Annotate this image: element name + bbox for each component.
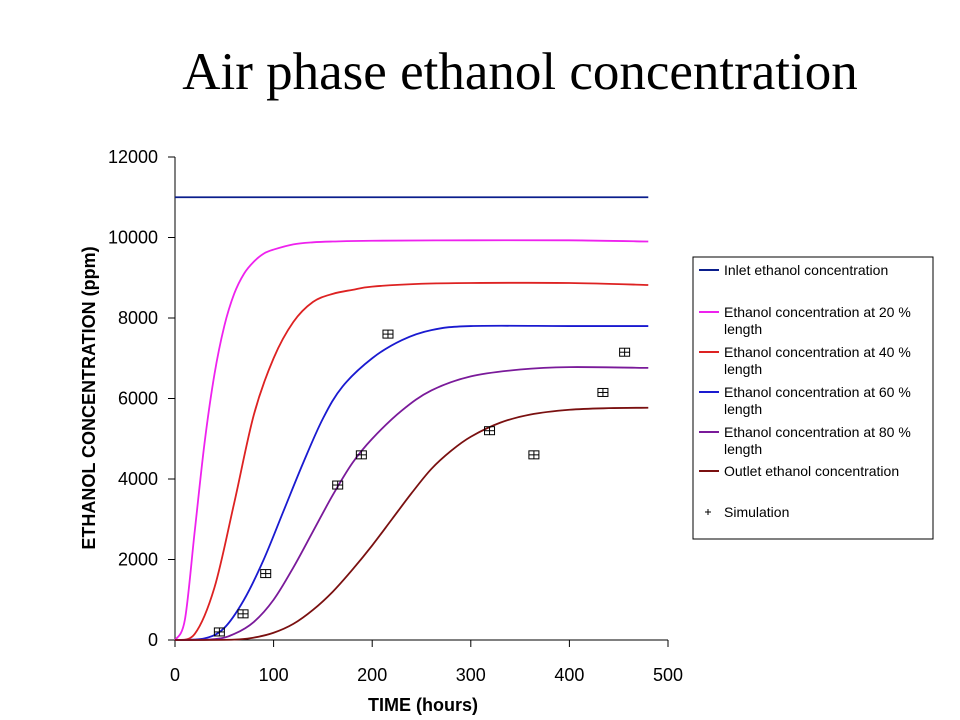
simulation-point	[484, 426, 496, 436]
y-tick-label: 10000	[108, 228, 158, 248]
x-tick-label: 100	[259, 665, 289, 685]
simulation-point	[528, 450, 540, 460]
series-line-3	[174, 324, 649, 641]
y-tick-label: 0	[148, 630, 158, 650]
simulation-point	[355, 450, 367, 460]
x-tick-label: 400	[554, 665, 584, 685]
legend-label: length	[724, 401, 762, 417]
y-tick-label: 12000	[108, 147, 158, 167]
x-tick-label: 300	[456, 665, 486, 685]
legend-label: Outlet ethanol concentration	[724, 463, 899, 479]
legend: Inlet ethanol concentration Ethanol conce…	[692, 256, 934, 540]
legend-label: Inlet ethanol concentration	[724, 262, 888, 278]
simulation-point	[332, 480, 344, 490]
chart-axes: 0 2000 4000 6000 8000 10000 12000 0 100 200 300 400…	[108, 147, 683, 685]
legend-label: Ethanol concentration at 80 %	[724, 424, 911, 440]
legend-label: Ethanol concentration at 20 %	[724, 304, 911, 320]
simulation-point	[260, 569, 272, 579]
legend-box	[692, 256, 934, 540]
series-line-5	[174, 406, 649, 641]
simulation-point	[213, 627, 225, 637]
simulation-point	[382, 329, 394, 339]
series-line-2	[174, 281, 649, 641]
simulation-point	[237, 609, 249, 619]
y-tick-label: 8000	[118, 308, 158, 328]
legend-label: length	[724, 361, 762, 377]
chart-plot-area	[174, 196, 649, 641]
x-tick-label: 200	[357, 665, 387, 685]
legend-label: length	[724, 321, 762, 337]
legend-label: Ethanol concentration at 60 %	[724, 384, 911, 400]
y-tick-label: 6000	[118, 389, 158, 409]
legend-swatch-simulation	[705, 509, 711, 515]
y-tick-label: 4000	[118, 469, 158, 489]
slide-title: Air phase ethanol concentration	[182, 43, 858, 101]
x-tick-label: 0	[170, 665, 180, 685]
legend-label: Simulation	[724, 504, 789, 520]
legend-label: Ethanol concentration at 40 %	[724, 344, 911, 360]
simulation-point	[619, 347, 631, 357]
simulation-point	[597, 387, 609, 397]
x-axis-title: TIME (hours)	[368, 695, 478, 715]
y-axis-title: ETHANOL CONCENTRATION (ppm)	[79, 246, 99, 549]
x-tick-label: 500	[653, 665, 683, 685]
legend-label: length	[724, 441, 762, 457]
series-line-4	[174, 366, 649, 641]
series-line-1	[174, 239, 649, 641]
y-tick-label: 2000	[118, 550, 158, 570]
